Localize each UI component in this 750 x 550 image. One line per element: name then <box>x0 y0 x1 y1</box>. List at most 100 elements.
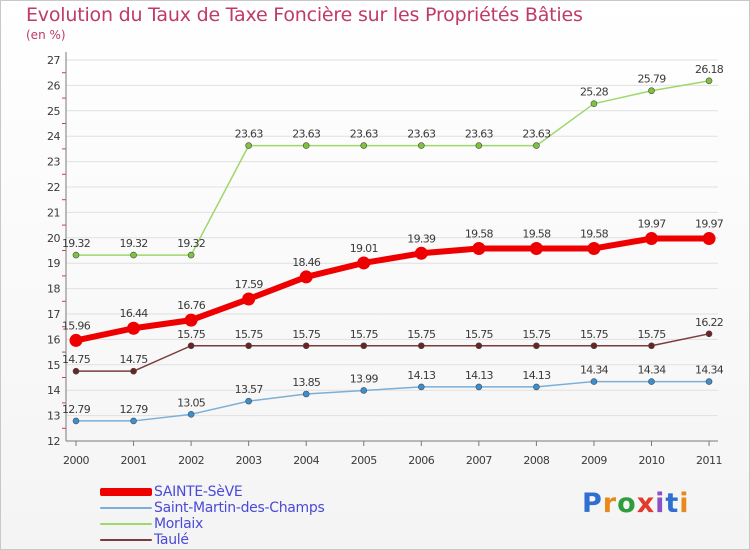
data-point <box>130 417 137 425</box>
data-point <box>472 241 486 255</box>
y-tick-label: 25 <box>47 105 60 118</box>
data-point <box>187 411 195 418</box>
data-point <box>533 142 540 149</box>
y-tick-label: 23 <box>47 156 60 169</box>
y-tick-label: 14 <box>47 384 60 397</box>
data-label: 13.57 <box>235 383 264 396</box>
y-tick-label: 27 <box>47 54 60 67</box>
series-line-0 <box>75 235 710 344</box>
x-tick-label: 2002 <box>178 454 204 467</box>
legend-swatch-sainte-seve <box>100 488 152 496</box>
data-point <box>357 256 371 270</box>
y-tick-label: 13 <box>47 410 60 423</box>
data-point <box>302 142 310 149</box>
data-point <box>590 378 598 385</box>
data-point <box>533 383 540 391</box>
data-point <box>475 342 483 350</box>
data-label: 25.28 <box>580 86 609 99</box>
x-tick-label: 2003 <box>236 454 262 467</box>
data-label: 15.75 <box>465 328 494 341</box>
legend-swatch-taule <box>100 539 152 541</box>
data-point <box>529 241 543 255</box>
logo-letter: i <box>679 488 690 519</box>
data-label: 19.58 <box>580 227 609 240</box>
data-point <box>187 342 195 350</box>
legend-swatch-saint-martin <box>100 507 152 509</box>
data-label: 13.85 <box>292 376 321 389</box>
data-label: 14.75 <box>62 353 91 366</box>
data-label: 14.34 <box>638 364 667 377</box>
data-point <box>245 142 252 149</box>
data-label: 19.32 <box>120 237 148 250</box>
data-point <box>533 342 540 350</box>
series-line-3 <box>76 333 710 372</box>
legend-item-taule: Taulé <box>100 532 400 548</box>
data-label: 15.75 <box>638 328 667 341</box>
data-label: 16.44 <box>120 307 149 320</box>
data-point <box>127 321 141 335</box>
chart-title: Evolution du Taux de Taxe Foncière sur l… <box>26 4 583 26</box>
data-point <box>72 367 80 375</box>
data-point <box>705 330 713 338</box>
data-label: 15.75 <box>350 328 379 341</box>
data-point <box>702 232 716 246</box>
data-label: 23.63 <box>350 128 379 141</box>
data-label: 15.75 <box>407 328 436 341</box>
x-tick-label: 2006 <box>408 454 434 467</box>
data-label: 19.32 <box>62 237 90 250</box>
data-label: 15.75 <box>580 328 609 341</box>
data-point <box>360 342 368 350</box>
legend-item-sainte-seve: SAINTE-SèVE <box>100 484 400 500</box>
y-tick-label: 24 <box>47 130 60 143</box>
data-label: 14.13 <box>522 369 551 382</box>
data-label: 19.58 <box>522 227 551 240</box>
data-label: 14.13 <box>465 369 494 382</box>
data-label: 16.22 <box>695 316 723 329</box>
data-point <box>245 397 252 405</box>
y-tick-label: 22 <box>47 181 60 194</box>
data-point <box>302 342 310 350</box>
data-point <box>417 383 425 391</box>
data-point <box>245 342 252 350</box>
data-point <box>72 251 80 259</box>
x-tick-label: 2000 <box>63 454 89 467</box>
data-label: 19.97 <box>695 218 724 231</box>
x-tick-label: 2008 <box>523 454 549 467</box>
x-tick-label: 2007 <box>466 454 492 467</box>
series-line-2 <box>76 80 710 256</box>
data-label: 14.34 <box>580 364 609 377</box>
x-tick-label: 2004 <box>293 454 319 467</box>
data-label: 15.75 <box>292 328 321 341</box>
data-point <box>705 378 713 385</box>
data-label: 12.79 <box>120 403 149 416</box>
logo-letter: t <box>665 488 680 519</box>
logo-letter: i <box>655 488 666 519</box>
logo-letter: o <box>617 488 637 519</box>
data-label: 15.96 <box>62 319 91 332</box>
data-point <box>417 142 425 149</box>
data-point <box>302 390 310 398</box>
data-label: 14.34 <box>695 364 724 377</box>
data-point <box>69 333 83 347</box>
data-point <box>242 292 256 306</box>
data-label: 12.79 <box>62 403 91 416</box>
data-label: 16.76 <box>177 299 206 312</box>
data-point <box>187 251 195 259</box>
data-label: 26.18 <box>695 63 724 76</box>
data-point <box>299 270 313 284</box>
x-tick-label: 2001 <box>121 454 147 467</box>
legend-label-taule: Taulé <box>154 532 189 548</box>
data-point <box>648 87 655 95</box>
data-label: 18.46 <box>292 256 321 269</box>
data-point <box>130 367 137 375</box>
x-tick-label: 2011 <box>696 454 722 467</box>
data-point <box>72 417 80 425</box>
data-point <box>590 342 598 350</box>
x-tick-label: 2009 <box>581 454 607 467</box>
data-label: 15.75 <box>177 328 206 341</box>
legend-swatch-morlaix <box>100 523 152 525</box>
data-label: 23.63 <box>465 128 494 141</box>
data-label: 19.58 <box>465 227 494 240</box>
